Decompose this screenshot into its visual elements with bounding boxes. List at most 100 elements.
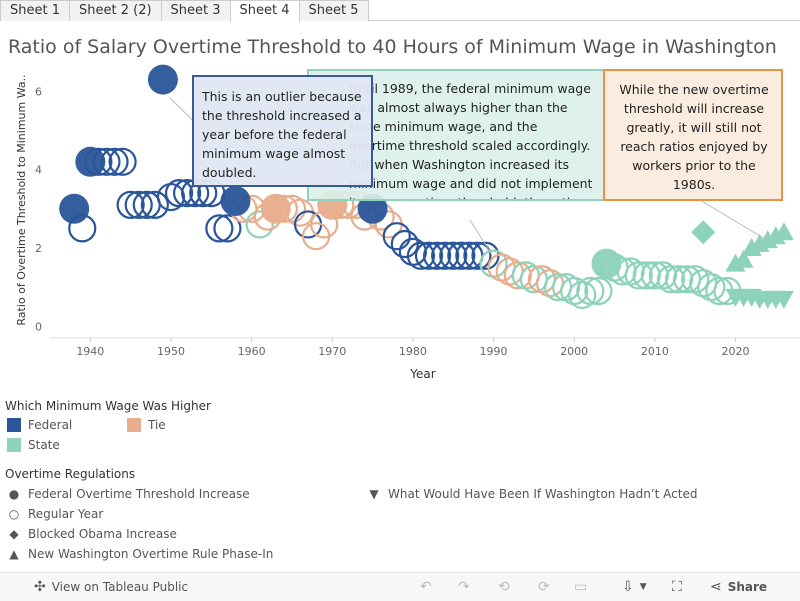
chevron-down-icon: ▼ (639, 582, 647, 592)
point-regular-year (124, 190, 153, 219)
legend-item-hadnt-acted[interactable]: ▼ What Would Have Been If Washington Had… (367, 487, 697, 501)
page-title: Ratio of Salary Overtime Threshold to 40… (8, 36, 777, 58)
tab-sheet-5[interactable]: Sheet 5 (298, 0, 369, 21)
x-axis-title: Year (409, 367, 435, 381)
legend-item-tie[interactable]: Tie (127, 418, 166, 432)
x-tick-label: 1990 (480, 345, 508, 358)
pause-button[interactable]: ▭ (574, 579, 593, 595)
point-regular-year (463, 241, 492, 270)
point-regular-year (431, 241, 460, 270)
legend-label-hadnt-acted: What Would Have Been If Washington Hadn’… (388, 487, 698, 501)
legend-item-regular-year[interactable]: ○ Regular Year (7, 507, 104, 521)
legend-label-regular-year: Regular Year (28, 507, 104, 521)
y-tick-label: 4 (35, 164, 42, 177)
point-regular-year (213, 214, 242, 243)
annotation-connector (469, 219, 493, 256)
point-regular-year (576, 276, 605, 306)
pause-icon: ▭ (574, 579, 588, 595)
x-tick-label: 1950 (157, 345, 185, 358)
share-button[interactable]: ⋖ Share (710, 579, 767, 595)
view-on-tableau-label: View on Tableau Public (51, 580, 189, 594)
legend-item-state[interactable]: State (7, 438, 60, 452)
point-regular-year (584, 276, 613, 306)
legend-label-federal: Federal (28, 418, 73, 432)
share-icon: ⋖ (710, 579, 722, 595)
point-regular-year (406, 241, 436, 270)
point-regular-year (205, 214, 234, 243)
legend-label-blocked-obama: Blocked Obama Increase (28, 527, 177, 541)
legend-item-phase-in[interactable]: ▲ New Washington Overtime Rule Phase-In (7, 547, 273, 561)
point-hadnt-acted (773, 290, 794, 309)
fullscreen-button[interactable]: ⛶ (672, 579, 688, 595)
tab-sheet-1[interactable]: Sheet 1 (0, 0, 70, 21)
x-tick-label: 2020 (721, 345, 749, 358)
federal-swatch (7, 418, 21, 432)
point-regular-year (172, 179, 202, 208)
point-regular-year (422, 241, 452, 270)
point-regular-year (414, 241, 444, 270)
point-phase-in (733, 249, 754, 268)
download-icon: ⇩ (622, 579, 634, 595)
point-regular-year (664, 265, 694, 294)
legend-item-blocked-obama[interactable]: ◆ Blocked Obama Increase (7, 527, 177, 541)
point-regular-year (245, 210, 274, 239)
point-blocked-obama (691, 220, 716, 245)
share-label: Share (727, 580, 768, 594)
x-tick-label: 2000 (560, 345, 588, 358)
point-regular-year (293, 210, 323, 239)
y-tick-label: 6 (35, 85, 42, 98)
point-regular-year (632, 261, 661, 290)
annotation-connector (699, 199, 771, 243)
y-tick-label: 0 (35, 320, 42, 333)
point-regular-year (108, 147, 137, 176)
redo-icon: ↷ (458, 579, 470, 595)
point-regular-year (624, 261, 653, 290)
fullscreen-icon: ⛶ (672, 579, 682, 595)
triangle-down-icon: ▼ (369, 487, 379, 501)
redo-button[interactable]: ↷ (458, 579, 476, 595)
legend-item-federal[interactable]: Federal (7, 418, 72, 432)
legend-label-phase-in: New Washington Overtime Rule Phase-In (28, 547, 274, 561)
point-regular-year (447, 241, 476, 270)
point-phase-in (773, 222, 794, 241)
tab-sheet-4[interactable]: Sheet 4 (229, 0, 300, 22)
point-regular-year (140, 190, 169, 219)
point-regular-year (116, 190, 145, 219)
point-regular-year (285, 198, 315, 227)
annotation-history: Until 1989, the federal minimum wage was… (307, 69, 605, 201)
legend-item-federal-increase[interactable]: ● Federal Overtime Threshold Increase (7, 487, 250, 501)
x-tick-label: 1960 (238, 345, 266, 358)
tab-sheet-2[interactable]: Sheet 2 (2) (69, 0, 162, 21)
y-axis-title: Ratio of Overtime Threshold to Minimum W… (15, 74, 28, 325)
annotation-future: While the new overtime threshold will in… (603, 69, 783, 201)
refresh-icon: ⟳ (538, 579, 550, 595)
point-regular-year (302, 222, 331, 251)
annotation-outlier: This is an outlier because the threshold… (192, 75, 373, 187)
annotation-history-text: Until 1989, the federal minimum wage was… (307, 69, 605, 201)
tab-sheet-3[interactable]: Sheet 3 (160, 0, 231, 21)
tableau-logo-icon: ✣ (34, 579, 46, 595)
tie-swatch (127, 418, 141, 432)
point-threshold-increase (59, 193, 90, 224)
revert-button[interactable]: ⟲ (498, 579, 516, 595)
annotation-future-text: While the new overtime threshold will in… (603, 69, 783, 201)
undo-button[interactable]: ↶ (420, 579, 438, 595)
point-threshold-increase (75, 146, 106, 177)
x-tick-label: 2010 (641, 345, 669, 358)
color-legend-title: Which Minimum Wage Was Higher (5, 399, 211, 413)
point-regular-year (164, 179, 194, 208)
sheet-tabs: Sheet 1 Sheet 2 (2) Sheet 3 Sheet 4 Sheet 5 (0, 0, 800, 22)
point-threshold-increase (220, 185, 251, 216)
tableau-toolbar: ✣ View on Tableau Public ↶ ↷ ⟲ ⟳ ▭ ⇩ ▼ ⛶ … (0, 572, 800, 601)
scatter-chart: 1940 1950 1960 1970 1980 1990 2000 2010 2020 0 2 4 6… (15, 64, 800, 381)
x-tick-label: 1980 (399, 345, 427, 358)
shape-legend-title: Overtime Regulations (5, 467, 136, 481)
point-threshold-increase (147, 64, 178, 95)
point-threshold-increase (591, 248, 622, 279)
refresh-button[interactable]: ⟳ (538, 579, 556, 595)
legend-label-federal-increase: Federal Overtime Threshold Increase (28, 487, 250, 501)
download-button[interactable]: ⇩ ▼ (622, 579, 647, 595)
x-tick-label: 1940 (76, 345, 104, 358)
point-regular-year (439, 241, 468, 270)
view-on-tableau-link[interactable]: ✣ View on Tableau Public (34, 579, 188, 595)
